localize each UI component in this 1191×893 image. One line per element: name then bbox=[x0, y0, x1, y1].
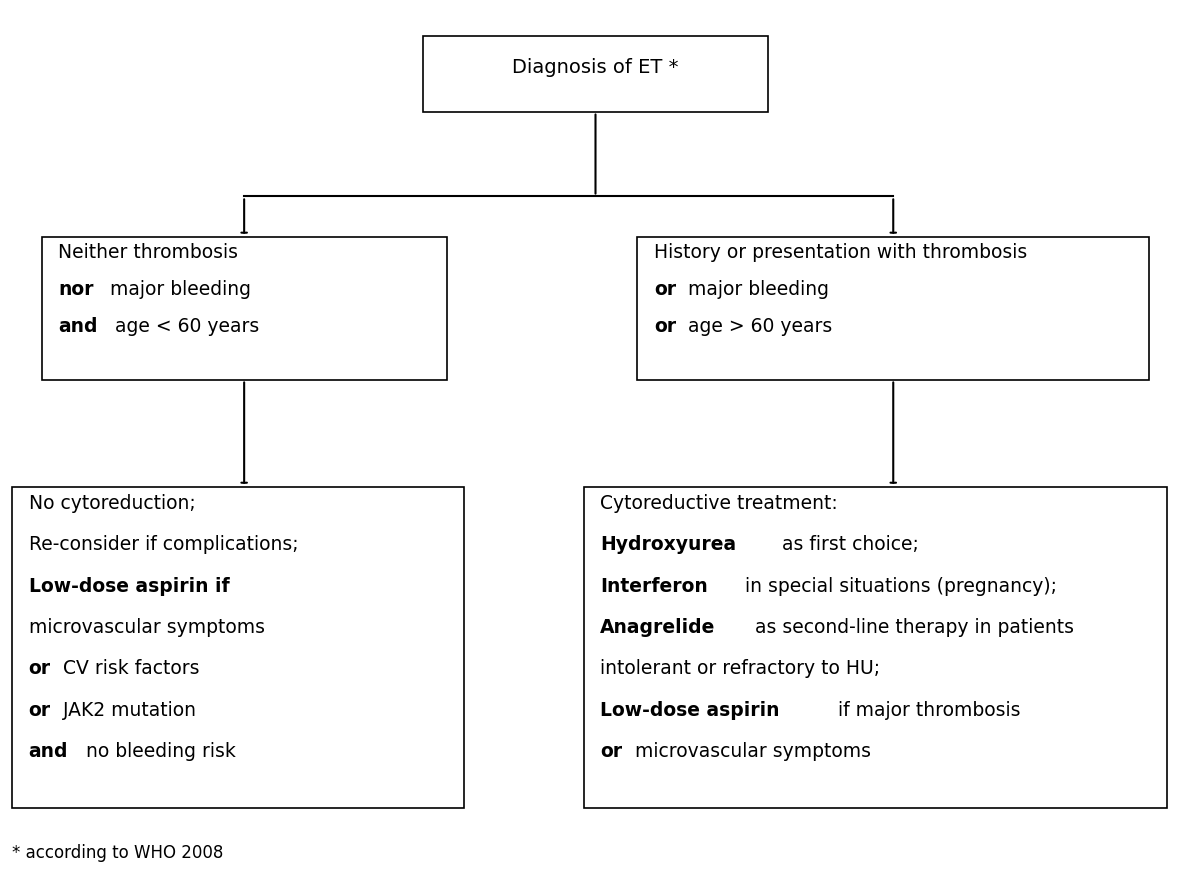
Text: and: and bbox=[58, 317, 98, 336]
Text: Low-dose aspirin if: Low-dose aspirin if bbox=[29, 577, 229, 596]
Text: Anagrelide: Anagrelide bbox=[600, 618, 716, 637]
Text: or: or bbox=[600, 742, 623, 761]
Text: as first choice;: as first choice; bbox=[775, 535, 918, 555]
Text: History or presentation with thrombosis: History or presentation with thrombosis bbox=[654, 243, 1027, 263]
Text: major bleeding: major bleeding bbox=[682, 280, 829, 299]
Text: Interferon: Interferon bbox=[600, 577, 707, 596]
Text: major bleeding: major bleeding bbox=[104, 280, 251, 299]
Text: microvascular symptoms: microvascular symptoms bbox=[629, 742, 871, 761]
Text: or: or bbox=[654, 280, 676, 299]
Text: as second-line therapy in patients: as second-line therapy in patients bbox=[749, 618, 1074, 637]
Bar bbox=[12, 487, 464, 808]
Bar bbox=[42, 237, 447, 380]
Text: CV risk factors: CV risk factors bbox=[57, 659, 200, 679]
Text: JAK2 mutation: JAK2 mutation bbox=[57, 701, 197, 720]
Text: or: or bbox=[29, 659, 51, 679]
Text: * according to WHO 2008: * according to WHO 2008 bbox=[12, 844, 223, 862]
Bar bbox=[423, 36, 768, 112]
Text: microvascular symptoms: microvascular symptoms bbox=[29, 618, 264, 637]
Text: if major thrombosis: if major thrombosis bbox=[831, 701, 1021, 720]
Text: Hydroxyurea: Hydroxyurea bbox=[600, 535, 736, 555]
Bar bbox=[637, 237, 1149, 380]
Text: Neither thrombosis: Neither thrombosis bbox=[58, 243, 238, 263]
Text: or: or bbox=[29, 701, 51, 720]
Text: Low-dose aspirin: Low-dose aspirin bbox=[600, 701, 780, 720]
Bar bbox=[584, 487, 1167, 808]
Text: age > 60 years: age > 60 years bbox=[682, 317, 833, 336]
Text: in special situations (pregnancy);: in special situations (pregnancy); bbox=[740, 577, 1058, 596]
Text: and: and bbox=[29, 742, 68, 761]
Text: No cytoreduction;: No cytoreduction; bbox=[29, 494, 195, 513]
Text: Diagnosis of ET *: Diagnosis of ET * bbox=[512, 58, 679, 78]
Text: nor: nor bbox=[58, 280, 94, 299]
Text: no bleeding risk: no bleeding risk bbox=[80, 742, 236, 761]
Text: intolerant or refractory to HU;: intolerant or refractory to HU; bbox=[600, 659, 880, 679]
Text: or: or bbox=[654, 317, 676, 336]
Text: age < 60 years: age < 60 years bbox=[110, 317, 260, 336]
Text: Re-consider if complications;: Re-consider if complications; bbox=[29, 535, 298, 555]
Text: Cytoreductive treatment:: Cytoreductive treatment: bbox=[600, 494, 838, 513]
